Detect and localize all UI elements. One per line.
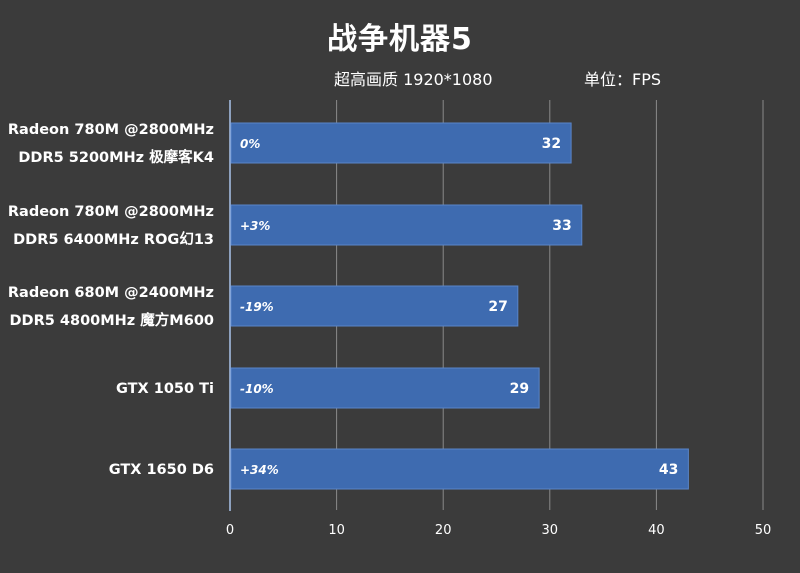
x-tick-label: 30: [542, 523, 559, 538]
x-tick-label: 10: [328, 523, 345, 538]
category-label: Radeon 780M @2800MHz: [8, 122, 214, 138]
bar: [230, 122, 572, 164]
value-label: 43: [659, 462, 678, 478]
x-tick-label: 50: [755, 523, 772, 538]
x-tick-label: 0: [226, 523, 234, 538]
value-label: 27: [488, 299, 507, 315]
percent-label: 0%: [240, 137, 260, 151]
category-label: DDR5 5200MHz 极摩客K4: [18, 148, 214, 166]
value-label: 33: [552, 218, 571, 234]
percent-label: +34%: [240, 463, 279, 477]
bar: [230, 367, 540, 409]
percent-label: -19%: [240, 300, 274, 314]
bar: [230, 204, 583, 246]
category-label: Radeon 680M @2400MHz: [8, 285, 214, 301]
percent-label: -10%: [240, 382, 274, 396]
bar: [230, 285, 519, 327]
x-tick-label: 20: [435, 523, 452, 538]
category-label: Radeon 780M @2800MHz: [8, 204, 214, 220]
unit-label: 单位：FPS: [584, 70, 662, 89]
category-label: DDR5 6400MHz ROG幻13: [13, 230, 214, 248]
chart-title: 战争机器5: [327, 22, 473, 57]
chart-subtitle: 超高画质 1920*1080: [334, 70, 493, 89]
bar: [230, 448, 689, 490]
category-label: GTX 1650 D6: [109, 462, 214, 478]
x-tick-label: 40: [648, 523, 665, 538]
category-label: DDR5 4800MHz 魔方M600: [10, 311, 214, 329]
percent-label: +3%: [240, 219, 270, 233]
value-label: 29: [510, 381, 529, 397]
category-label: GTX 1050 Ti: [116, 381, 214, 397]
value-label: 32: [542, 136, 561, 152]
